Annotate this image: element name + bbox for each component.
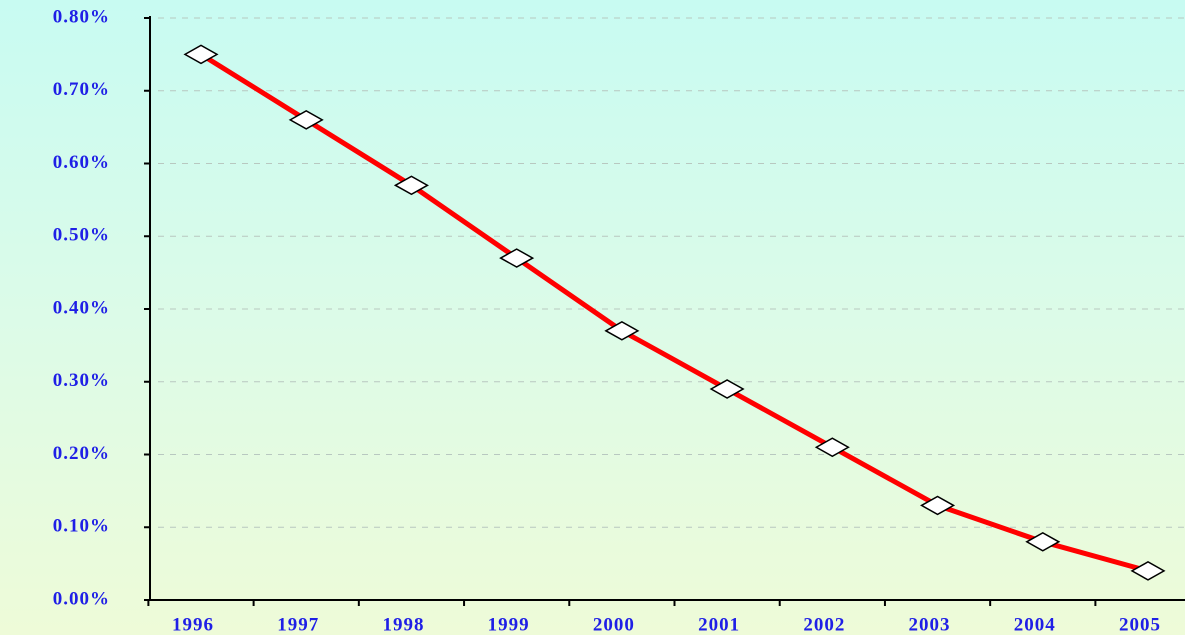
x-tick-label: 1998 [382,614,424,635]
marker [499,248,535,268]
marker [183,44,219,65]
y-tick-label: 0.10% [53,516,110,537]
marker [604,320,640,341]
x-tick-label: 1999 [488,614,530,635]
y-tick-label: 0.30% [53,370,110,391]
x-tick-label: 2002 [803,614,845,635]
y-tick-label: 0.40% [53,297,110,318]
line [198,51,1151,574]
marker [920,495,956,516]
marker [814,437,850,458]
marker [1025,531,1061,552]
x-tick-label: 2004 [1014,614,1056,635]
marker [1130,561,1166,581]
y-tick-label: 0.60% [53,152,110,173]
y-tick-label: 0.00% [53,588,110,609]
x-tick-label: 2003 [909,614,951,635]
marker [288,109,324,130]
x-tick-label: 2001 [698,614,740,635]
y-tick-label: 0.80% [53,6,110,27]
x-tick-label: 1997 [277,614,319,635]
x-tick-label: 1996 [172,614,214,635]
y-tick-label: 0.70% [53,79,110,100]
y-tick-label: 0.20% [53,443,110,464]
marker [709,379,745,399]
x-tick-label: 2000 [593,614,635,635]
x-tick-label: 2005 [1119,614,1161,635]
y-tick-label: 0.50% [53,225,110,246]
marker [393,175,429,196]
